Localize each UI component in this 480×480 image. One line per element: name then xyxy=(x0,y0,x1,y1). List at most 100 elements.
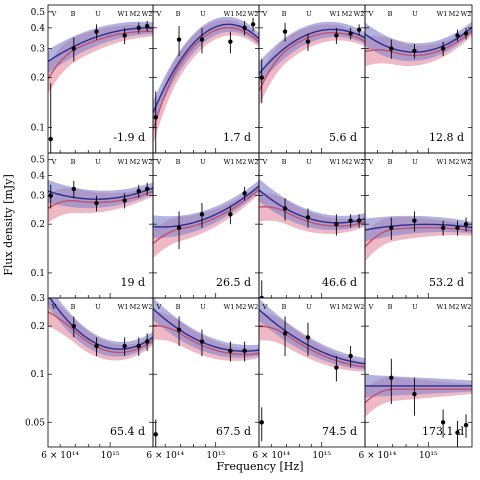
sed-panel: V B U W1 M2 W2 74.5 d 6 × 10¹⁴ 10¹⁵ xyxy=(252,297,366,461)
filter-label: M2 xyxy=(236,10,247,18)
filter-label: B xyxy=(388,10,393,18)
filter-label: W1 xyxy=(118,303,129,311)
filter-label: W2 xyxy=(461,158,472,166)
blue-model-line xyxy=(48,187,153,200)
data-point xyxy=(440,46,446,51)
panels-grid: V B U W1 M2 W2-1.9 d0.10.20.30.40.5 V B U W1 M2 W21… xyxy=(25,4,473,461)
data-point xyxy=(389,225,394,230)
filter-label: W2 xyxy=(142,158,153,166)
y-tick-label: 0.5 xyxy=(31,156,46,166)
data-point xyxy=(176,225,182,230)
data-point xyxy=(228,212,233,217)
x-tick-label: 6 × 10¹⁴ xyxy=(41,451,79,461)
filter-label: B xyxy=(176,158,181,166)
epoch-label: 26.5 d xyxy=(216,276,251,289)
data-point xyxy=(199,339,205,344)
data-point xyxy=(348,218,353,223)
epoch-label: 65.4 d xyxy=(110,425,145,438)
data-point xyxy=(136,343,141,349)
filter-label: B xyxy=(176,303,181,311)
filter-label: B xyxy=(282,158,287,166)
y-tick-label: 0.1 xyxy=(31,269,45,279)
filter-label: B xyxy=(71,303,76,311)
data-point xyxy=(440,225,446,230)
data-point xyxy=(176,37,182,42)
blue-model-band xyxy=(48,21,153,74)
data-point xyxy=(94,29,99,34)
filter-label: M2 xyxy=(449,158,460,166)
data-point xyxy=(250,22,256,27)
blue-model-line xyxy=(259,28,365,75)
data-point xyxy=(455,225,460,230)
blue-model-line xyxy=(153,185,259,228)
filter-label: U xyxy=(200,303,206,311)
filter-label: W1 xyxy=(224,303,235,311)
data-point xyxy=(228,348,233,354)
red-model-line xyxy=(259,32,365,92)
blue-model-line xyxy=(365,26,472,53)
y-tick-label: 0.05 xyxy=(25,418,45,428)
epoch-label: 173.1 d xyxy=(422,425,464,438)
y-tick-label: 0.4 xyxy=(31,171,46,181)
sed-panel: V B U W1 M2 W2 1.7 d xyxy=(152,4,260,154)
blue-model-line xyxy=(48,27,153,63)
filter-label: B xyxy=(71,10,76,18)
filter-label: W2 xyxy=(142,10,153,18)
y-tick-label: 0.1 xyxy=(31,123,45,133)
filter-label: V xyxy=(368,158,374,166)
x-tick-label: 10¹⁵ xyxy=(419,451,438,461)
filter-label: V xyxy=(368,10,374,18)
epoch-label: 12.8 d xyxy=(429,131,464,144)
data-point xyxy=(242,191,247,196)
filter-label: W2 xyxy=(461,303,472,311)
filter-label: V xyxy=(262,158,268,166)
x-tick-label: 6 × 10¹⁴ xyxy=(146,451,184,461)
data-point xyxy=(94,343,99,349)
filter-label: W1 xyxy=(437,10,448,18)
filter-label: W1 xyxy=(330,10,341,18)
filter-label: M2 xyxy=(236,158,247,166)
filter-label: B xyxy=(282,303,287,311)
epoch-label: -1.9 d xyxy=(113,131,145,144)
filter-label: U xyxy=(412,158,418,166)
filter-label: U xyxy=(412,303,418,311)
data-point xyxy=(242,25,247,31)
red-model-line xyxy=(365,388,472,404)
data-point xyxy=(282,206,288,211)
sed-panel: V B U W1 M2 W2 19 d 0.1 0.2 0.3 0.4 0.5 xyxy=(31,152,154,299)
filter-label: V xyxy=(51,303,57,311)
sed-panel: V B U W1 M2 W2 26.5 d xyxy=(152,152,260,299)
data-point xyxy=(48,136,53,142)
filter-label: B xyxy=(71,158,76,166)
filter-label: B xyxy=(388,158,393,166)
sed-panel: V B U W1 M2 W2 46.6 d xyxy=(258,152,366,299)
blue-model-line xyxy=(153,308,259,352)
filter-label: M2 xyxy=(130,303,141,311)
red-model-line xyxy=(48,311,153,354)
blue-model-band xyxy=(259,298,365,370)
data-point xyxy=(122,343,127,349)
data-point xyxy=(144,23,150,29)
data-point xyxy=(389,46,394,51)
data-point xyxy=(153,115,158,120)
y-tick-label: 0.1 xyxy=(31,370,45,380)
filter-label: M2 xyxy=(342,303,353,311)
blue-model-line xyxy=(259,189,365,224)
filter-label: M2 xyxy=(449,303,460,311)
filter-label: U xyxy=(95,158,101,166)
data-point xyxy=(356,27,362,32)
data-point xyxy=(71,323,77,329)
epoch-label: 53.2 d xyxy=(429,276,464,289)
data-point xyxy=(153,432,158,437)
x-tick-label: 10¹⁵ xyxy=(101,451,120,461)
filter-label: V xyxy=(156,303,162,311)
sed-panel: V B U W1 M2 W2 65.4 d 0.05 0.1 0.2 0.3 6 × 10¹⁴ 10¹⁵ xyxy=(25,294,154,461)
data-point xyxy=(356,218,362,223)
y-tick-label: 0.2 xyxy=(31,74,45,84)
filter-label: M2 xyxy=(449,10,460,18)
x-tick-label: 6 × 10¹⁴ xyxy=(359,451,397,461)
filter-label: U xyxy=(306,303,312,311)
data-point xyxy=(305,335,311,340)
filter-label: W2 xyxy=(354,10,365,18)
filter-label: W2 xyxy=(248,303,259,311)
